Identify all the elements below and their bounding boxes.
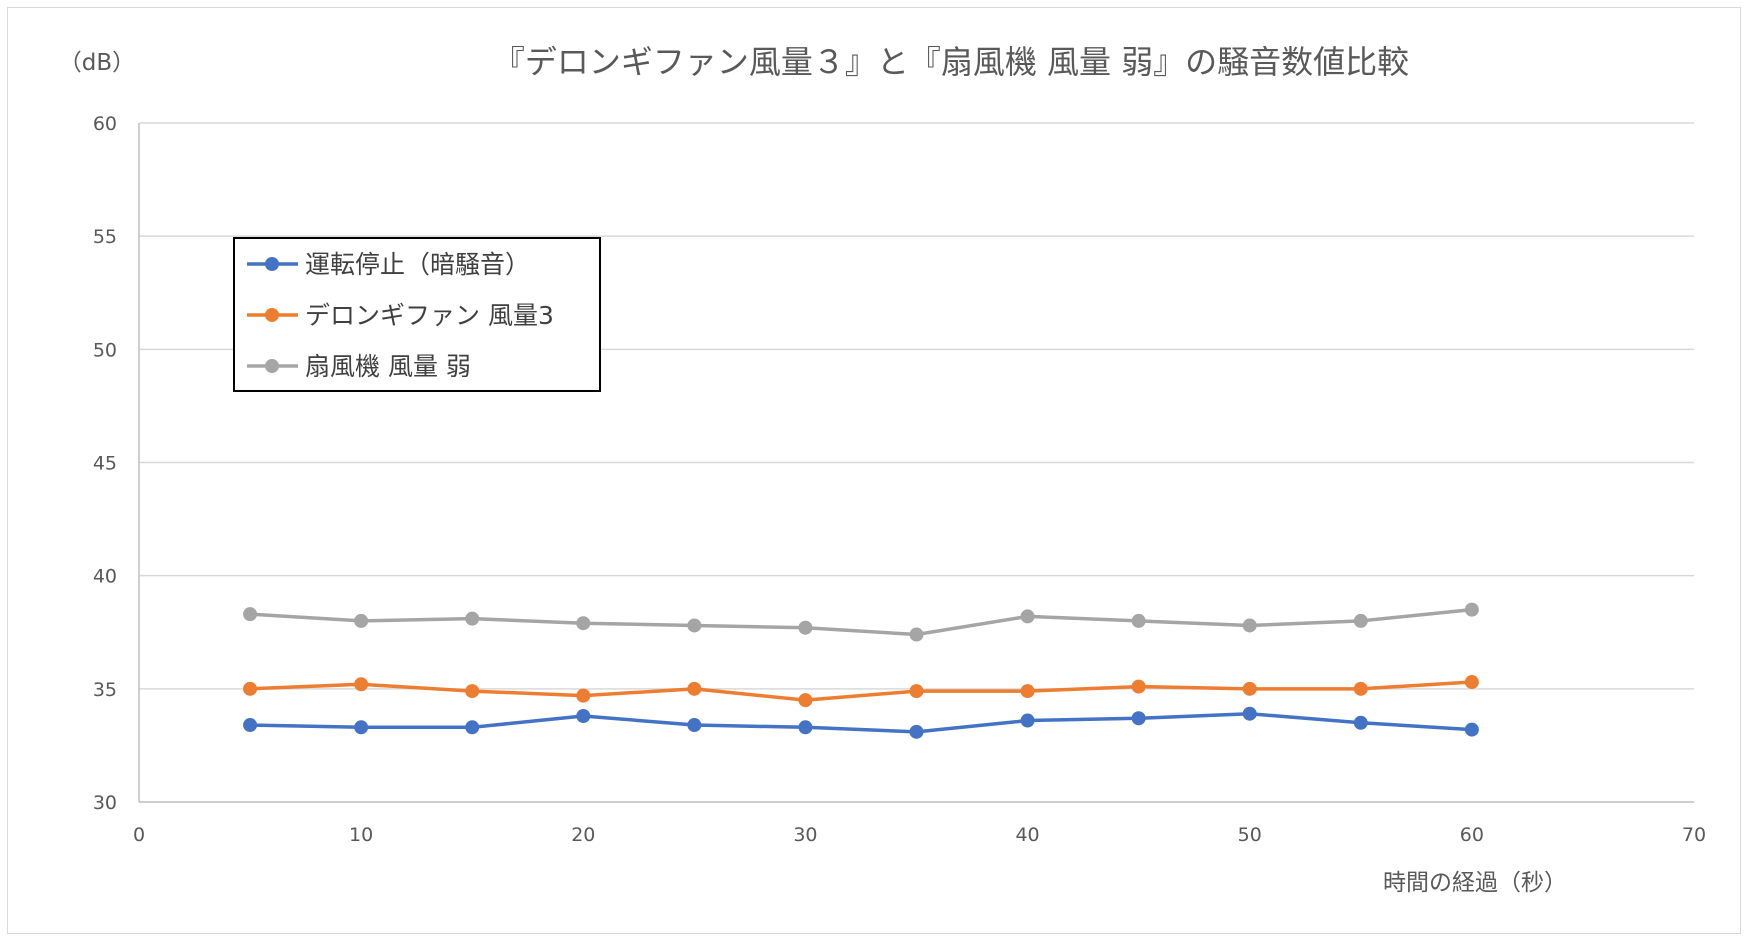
data-point: [909, 627, 924, 642]
data-point: [1464, 602, 1479, 617]
data-point: [465, 611, 480, 626]
legend-marker: [265, 257, 279, 271]
data-point: [576, 616, 591, 631]
data-point: [909, 684, 924, 699]
legend-entry-2: 扇風機 風量 弱: [247, 352, 471, 381]
data-point: [687, 718, 702, 733]
x-tick-label: 20: [571, 824, 595, 846]
legend-label: 運転停止（暗騒音）: [305, 250, 530, 279]
legend-marker: [265, 308, 279, 322]
data-point: [465, 684, 480, 699]
y-axis-title: （dB）: [59, 50, 135, 76]
data-point: [1242, 706, 1257, 721]
legend-entries: 運転停止（暗騒音） デロンギファン 風量3 扇風機 風量 弱: [247, 250, 554, 381]
legend: 運転停止（暗騒音） デロンギファン 風量3 扇風機 風量 弱: [233, 237, 601, 392]
y-tick-label: 45: [93, 453, 117, 475]
series-line: [250, 680, 1472, 702]
legend-label: デロンギファン 風量3: [305, 301, 554, 330]
legend-entry-1: デロンギファン 風量3: [247, 301, 554, 330]
x-tick-label: 40: [1015, 824, 1039, 846]
data-point: [354, 720, 369, 735]
chart-frame: [7, 7, 1741, 934]
x-tick-label: 10: [349, 824, 373, 846]
data-point: [1242, 618, 1257, 633]
chart-title: 『デロンギファン風量３』と『扇風機 風量 弱』の騒音数値比較: [493, 43, 1409, 81]
legend-marker: [265, 359, 279, 373]
data-point: [1353, 613, 1368, 628]
y-tick-label: 40: [93, 566, 117, 588]
data-point: [1464, 675, 1479, 690]
data-point: [243, 681, 258, 696]
data-point: [687, 618, 702, 633]
data-point: [243, 607, 258, 622]
data-point: [1020, 713, 1035, 728]
gridlines: [139, 122, 1694, 690]
y-tick-label: 60: [93, 113, 117, 135]
data-point: [1242, 681, 1257, 696]
data-point: [354, 677, 369, 692]
legend-entry-0: 運転停止（暗騒音）: [247, 250, 530, 279]
legend-label: 扇風機 風量 弱: [305, 352, 471, 381]
y-tick-label: 50: [93, 339, 117, 361]
x-axis-title: 時間の経過（秒）: [1383, 870, 1567, 896]
data-point: [687, 681, 702, 696]
data-point: [798, 620, 813, 635]
data-point: [798, 693, 813, 708]
data-point: [1020, 609, 1035, 624]
data-point: [1464, 722, 1479, 737]
series-1: [243, 675, 1479, 708]
series-line: [250, 711, 1472, 734]
series-group: [243, 602, 1479, 739]
data-point: [1131, 711, 1146, 726]
data-point: [243, 718, 258, 733]
x-tick-label: 60: [1460, 824, 1484, 846]
x-tick-label: 30: [793, 824, 817, 846]
axes: [138, 123, 1694, 803]
data-point: [1020, 684, 1035, 699]
x-tick-label: 50: [1238, 824, 1262, 846]
y-tick-label: 30: [93, 792, 117, 814]
series-2: [243, 602, 1479, 642]
data-point: [1131, 613, 1146, 628]
data-point: [576, 688, 591, 703]
data-point: [354, 613, 369, 628]
y-tick-label: 35: [93, 679, 117, 701]
data-point: [1353, 715, 1368, 730]
series-0: [243, 706, 1479, 739]
data-point: [798, 720, 813, 735]
data-point: [1353, 681, 1368, 696]
x-tick-label: 70: [1682, 824, 1706, 846]
x-tick-label: 0: [133, 824, 145, 846]
data-point: [465, 720, 480, 735]
tick-labels: 30 35 40 45 50 55 60 0 10 20 30 40 50 60 70: [93, 113, 1706, 846]
series-line: [249, 607, 1473, 637]
data-point: [909, 724, 924, 739]
data-point: [576, 708, 591, 723]
y-tick-label: 55: [93, 226, 117, 248]
data-point: [1131, 679, 1146, 694]
